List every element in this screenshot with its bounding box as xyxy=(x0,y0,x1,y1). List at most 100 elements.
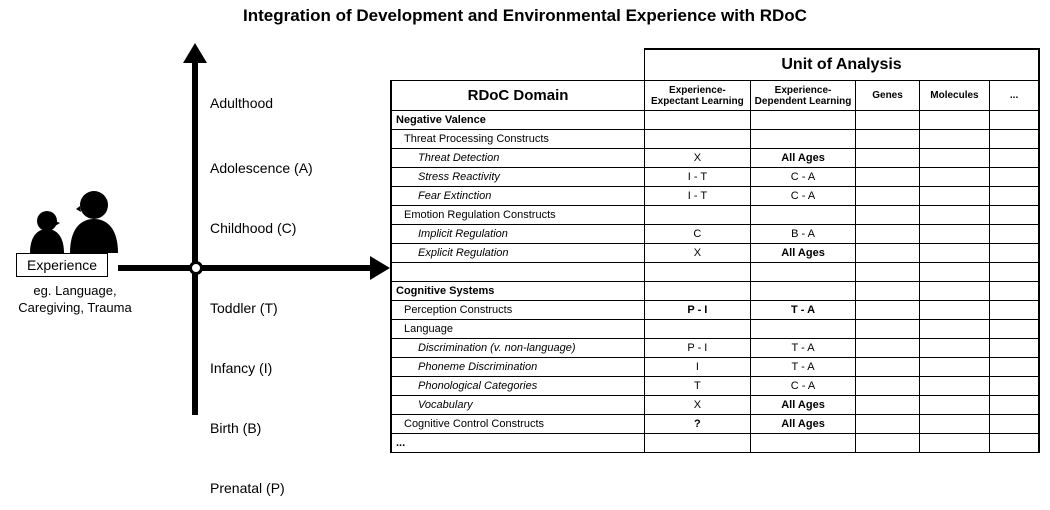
table-cell: C - A xyxy=(750,168,856,187)
table-cell xyxy=(856,301,919,320)
table-cell: C - A xyxy=(750,187,856,206)
table-cell: C - A xyxy=(750,377,856,396)
stage-label: Birth (B) xyxy=(210,420,261,436)
table-cell: P - I xyxy=(645,301,751,320)
row-label: Fear Extinction xyxy=(391,187,645,206)
table-cell xyxy=(856,415,919,434)
table-cell xyxy=(990,396,1039,415)
table-row xyxy=(391,263,1039,282)
x-axis-arrow-icon xyxy=(370,256,390,280)
table-cell xyxy=(856,339,919,358)
table-cell: All Ages xyxy=(750,244,856,263)
column-header: ... xyxy=(990,81,1039,111)
table-cell xyxy=(990,244,1039,263)
table-row: Language xyxy=(391,320,1039,339)
table-cell xyxy=(856,130,919,149)
table-row: ... xyxy=(391,434,1039,453)
y-axis-line xyxy=(192,55,198,415)
table-cell xyxy=(990,377,1039,396)
table-cell xyxy=(750,206,856,225)
table-cell xyxy=(856,149,919,168)
row-label: ... xyxy=(391,434,645,453)
rdoc-domain-header: RDoC Domain xyxy=(391,81,645,111)
table-cell xyxy=(919,206,989,225)
unit-of-analysis-header: Unit of Analysis xyxy=(645,49,1039,81)
table-cell: All Ages xyxy=(750,396,856,415)
table-row: Stress ReactivityI - TC - A xyxy=(391,168,1039,187)
row-label: Threat Processing Constructs xyxy=(391,130,645,149)
table-cell xyxy=(856,358,919,377)
table-cell xyxy=(919,301,989,320)
stage-label: Adulthood xyxy=(210,95,273,111)
row-label: Stress Reactivity xyxy=(391,168,645,187)
table-cell xyxy=(919,225,989,244)
table-cell xyxy=(990,187,1039,206)
table-cell xyxy=(750,434,856,453)
column-header: Experience-Expectant Learning xyxy=(645,81,751,111)
column-header: Genes xyxy=(856,81,919,111)
table-cell: T - A xyxy=(750,339,856,358)
stage-label: Adolescence (A) xyxy=(210,160,313,176)
table-cell xyxy=(919,282,989,301)
row-label: Perception Constructs xyxy=(391,301,645,320)
table-cell xyxy=(990,358,1039,377)
table-cell xyxy=(919,339,989,358)
row-label: Cognitive Systems xyxy=(391,282,645,301)
table-cell xyxy=(990,206,1039,225)
table-row: Cognitive Systems xyxy=(391,282,1039,301)
table-cell xyxy=(990,263,1039,282)
table-cell xyxy=(919,244,989,263)
table-cell xyxy=(750,111,856,130)
table-cell xyxy=(645,111,751,130)
table-row: Threat DetectionXAll Ages xyxy=(391,149,1039,168)
row-label: Language xyxy=(391,320,645,339)
table-cell xyxy=(645,282,751,301)
row-label: Discrimination (v. non-language) xyxy=(391,339,645,358)
table-cell xyxy=(856,206,919,225)
stage-label: Toddler (T) xyxy=(210,300,278,316)
table-cell xyxy=(645,130,751,149)
x-axis-line xyxy=(118,265,378,271)
table-cell xyxy=(990,225,1039,244)
table-cell xyxy=(919,396,989,415)
stage-label: Prenatal (P) xyxy=(210,480,285,496)
row-label: Phoneme Discrimination xyxy=(391,358,645,377)
people-silhouette-icon xyxy=(22,183,142,253)
table-cell xyxy=(750,282,856,301)
row-label xyxy=(391,263,645,282)
row-label: Phonological Categories xyxy=(391,377,645,396)
row-label: Vocabulary xyxy=(391,396,645,415)
row-label: Emotion Regulation Constructs xyxy=(391,206,645,225)
table-row: Emotion Regulation Constructs xyxy=(391,206,1039,225)
row-label: Negative Valence xyxy=(391,111,645,130)
table-cell xyxy=(990,168,1039,187)
table-cell xyxy=(856,225,919,244)
table-cell xyxy=(919,149,989,168)
table-cell xyxy=(856,282,919,301)
table-cell xyxy=(750,263,856,282)
table-cell xyxy=(645,434,751,453)
table-cell xyxy=(990,339,1039,358)
table-cell xyxy=(856,377,919,396)
table-row: Perception ConstructsP - IT - A xyxy=(391,301,1039,320)
table-cell xyxy=(990,320,1039,339)
table-cell xyxy=(645,263,751,282)
table-cell xyxy=(990,434,1039,453)
blank-corner xyxy=(391,49,645,81)
table-row: Implicit RegulationCB - A xyxy=(391,225,1039,244)
row-label: Implicit Regulation xyxy=(391,225,645,244)
table-row: Fear ExtinctionI - TC - A xyxy=(391,187,1039,206)
table-cell: ? xyxy=(645,415,751,434)
table-cell xyxy=(919,187,989,206)
table-cell xyxy=(856,434,919,453)
row-label: Explicit Regulation xyxy=(391,244,645,263)
table-cell: T - A xyxy=(750,301,856,320)
table-row: Phonological CategoriesTC - A xyxy=(391,377,1039,396)
table-cell xyxy=(856,263,919,282)
table-cell xyxy=(645,206,751,225)
table-cell: T xyxy=(645,377,751,396)
row-label: Threat Detection xyxy=(391,149,645,168)
table-cell xyxy=(645,320,751,339)
table-cell: X xyxy=(645,149,751,168)
table-row: Negative Valence xyxy=(391,111,1039,130)
